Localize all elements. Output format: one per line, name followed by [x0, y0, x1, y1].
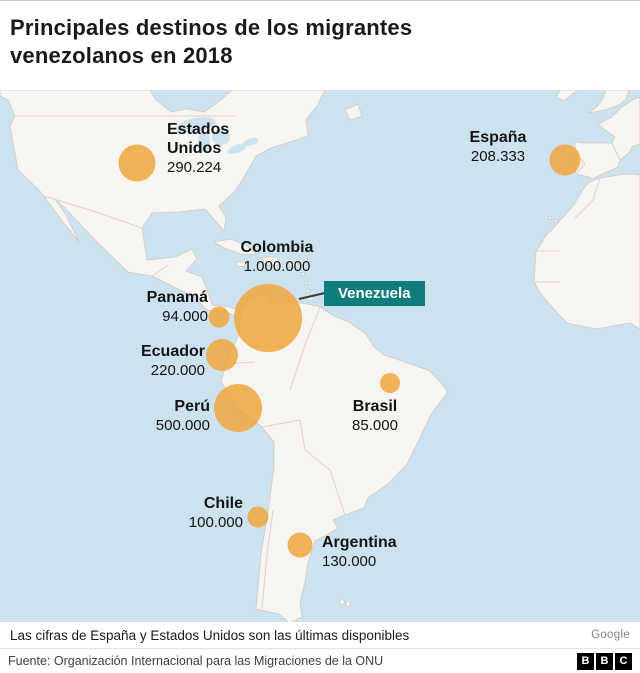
destination-value: 100.000 [188, 514, 243, 531]
destination-value: 94.000 [162, 308, 208, 325]
great-lakes [176, 117, 259, 155]
map-note-text: Las cifras de España y Estados Unidos so… [10, 627, 410, 643]
source-text: Fuente: Organización Internacional para … [8, 654, 384, 668]
island-puerto-rico [288, 261, 299, 268]
venezuela-tag: Venezuela [324, 281, 425, 306]
destination-name: Colombia [240, 239, 314, 256]
island-newfoundland [344, 103, 363, 121]
label-brasil: Brasil 85.000 [330, 397, 420, 435]
bubble-colombia [234, 284, 302, 352]
destination-name: España [469, 129, 527, 146]
destination-name: Perú [174, 398, 210, 415]
bubble-peru [214, 384, 262, 432]
label-argentina: Argentina 130.000 [322, 533, 417, 571]
bbc-logo-block-c: C [615, 652, 632, 670]
destination-name: Panamá [146, 289, 208, 306]
island-canary-1 [548, 216, 553, 221]
bubble-chile [247, 506, 269, 528]
destination-value: 130.000 [322, 553, 377, 570]
bbc-logo-block-b2: B [596, 652, 613, 670]
label-panama: Panamá 94.000 [130, 288, 208, 326]
island-jamaica [235, 261, 247, 268]
bbc-logo-block-b1: B [577, 652, 594, 670]
bubble-espana [549, 144, 581, 176]
landmass-africa [533, 173, 640, 330]
page-title-line-2: venezolanos en 2018 [10, 43, 233, 68]
destination-value: 1.000.000 [243, 258, 311, 275]
destination-value: 85.000 [352, 417, 398, 434]
destination-name: Argentina [322, 534, 397, 551]
destination-name: Ecuador [140, 343, 205, 360]
island-falkland-1 [339, 599, 345, 605]
destination-value: 500.000 [155, 417, 210, 434]
destination-name: Brasil [352, 398, 398, 415]
label-ecuador: Ecuador 220.000 [127, 342, 205, 380]
map-landmasses [0, 90, 640, 648]
destination-value: 208.333 [470, 148, 526, 165]
google-attribution: Google [591, 629, 630, 641]
destination-value: 290.224 [167, 159, 222, 176]
page-title-line-1: Principales destinos de los migrantes [10, 15, 413, 40]
destination-name: Chile [203, 495, 243, 512]
label-chile: Chile 100.000 [165, 494, 243, 532]
island-antilles-2 [303, 280, 308, 285]
header: Principales destinos de los migrantes ve… [0, 1, 640, 90]
map-note-strip: Las cifras de España y Estados Unidos so… [0, 622, 640, 648]
island-falkland-2 [345, 601, 351, 607]
world-map: Estados Unidos 290.224 España 208.333 Co… [0, 90, 640, 648]
island-hispaniola [261, 256, 280, 267]
bubble-brasil [380, 373, 400, 393]
bubble-estados-unidos [118, 144, 156, 182]
bubble-panama [208, 306, 230, 328]
island-britain [587, 90, 630, 114]
island-canary-2 [554, 218, 559, 223]
landmass-europe [573, 96, 640, 180]
bbc-logo: B B C [577, 652, 632, 670]
footer: Fuente: Organización Internacional para … [0, 648, 640, 673]
destination-value: 220.000 [150, 362, 205, 379]
label-colombia: Colombia 1.000.000 [217, 238, 337, 276]
bubble-ecuador [206, 339, 238, 371]
label-peru: Perú 500.000 [130, 397, 210, 435]
island-antilles-1 [300, 271, 305, 276]
island-cuba [213, 238, 258, 256]
island-ireland [555, 90, 578, 102]
label-espana: España 208.333 [458, 128, 538, 166]
destination-name: Estados Unidos [167, 121, 230, 157]
label-estados-unidos: Estados Unidos 290.224 [167, 120, 249, 177]
island-antilles-3 [305, 288, 310, 293]
bubble-argentina [287, 532, 313, 558]
